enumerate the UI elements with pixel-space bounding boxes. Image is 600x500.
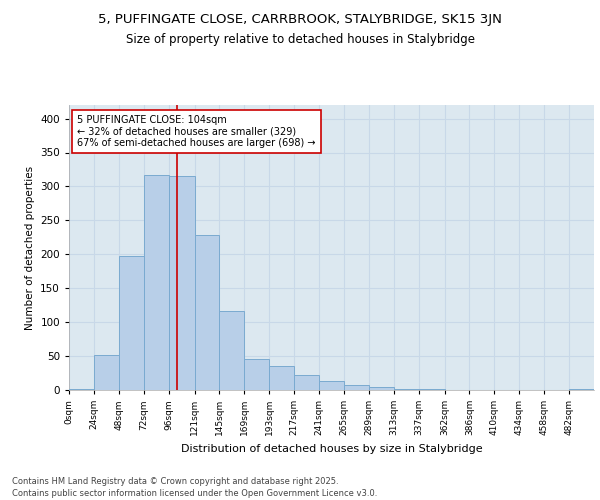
Bar	[119, 256, 144, 390]
Bar	[220, 310, 244, 390]
Bar	[244, 360, 269, 390]
Bar	[394, 388, 419, 390]
Bar	[344, 384, 369, 390]
Text: 5, PUFFINGATE CLOSE, CARRBROOK, STALYBRIDGE, SK15 3JN: 5, PUFFINGATE CLOSE, CARRBROOK, STALYBRI…	[98, 12, 502, 26]
Bar	[144, 175, 169, 390]
Bar	[169, 176, 194, 390]
Bar	[319, 380, 344, 390]
Bar	[269, 366, 294, 390]
Bar	[369, 388, 394, 390]
Text: Contains HM Land Registry data © Crown copyright and database right 2025.
Contai: Contains HM Land Registry data © Crown c…	[12, 476, 377, 498]
Bar	[194, 236, 220, 390]
Bar	[69, 388, 94, 390]
Text: Size of property relative to detached houses in Stalybridge: Size of property relative to detached ho…	[125, 32, 475, 46]
Bar	[294, 375, 319, 390]
X-axis label: Distribution of detached houses by size in Stalybridge: Distribution of detached houses by size …	[181, 444, 482, 454]
Y-axis label: Number of detached properties: Number of detached properties	[25, 166, 35, 330]
Text: 5 PUFFINGATE CLOSE: 104sqm
← 32% of detached houses are smaller (329)
67% of sem: 5 PUFFINGATE CLOSE: 104sqm ← 32% of deta…	[77, 115, 316, 148]
Bar	[94, 356, 119, 390]
Bar	[569, 388, 594, 390]
